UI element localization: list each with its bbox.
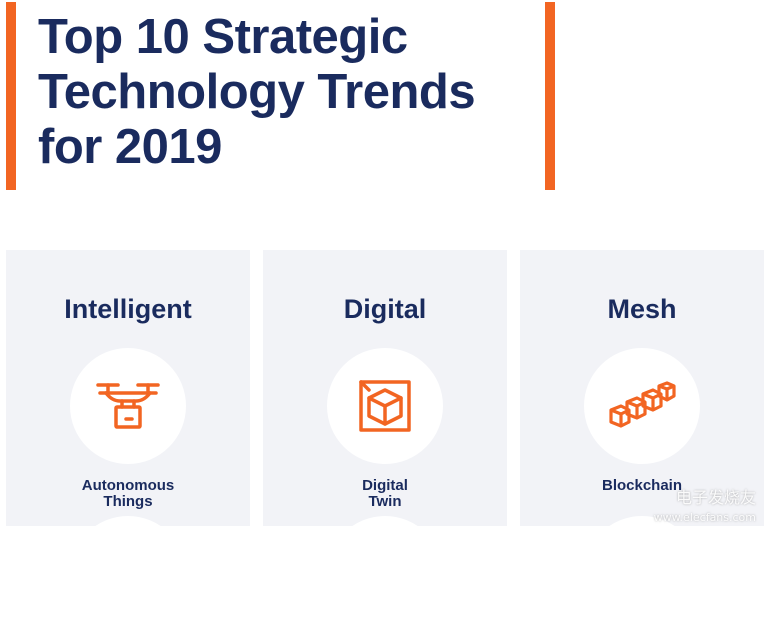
card-intelligent: Intelligent Autonomous Things (6, 250, 250, 632)
title-line-1: Top 10 Strategic (38, 10, 408, 64)
item-label: Autonomous Things (6, 478, 250, 510)
card-digital: Digital Digital Twin (263, 250, 507, 632)
item-label: Blockchain (520, 478, 764, 494)
cube-icon (359, 380, 411, 432)
icon-circle (70, 348, 186, 464)
icon-circle (327, 348, 443, 464)
item-label-line-1: Digital (362, 477, 408, 494)
item-label: Digital Twin (263, 478, 507, 510)
card-title: Mesh (607, 294, 677, 324)
card-title: Intelligent (64, 294, 192, 324)
title-line-3: for 2019 (38, 120, 222, 174)
item-label-line-1: Autonomous (81, 477, 175, 494)
item-label-line-2: Things (103, 493, 153, 510)
card-mesh: Mesh Blockchain (520, 250, 764, 632)
icon-circle-partial (70, 516, 186, 632)
watermark: 电子发烧友 (675, 488, 756, 507)
icon-circle (584, 348, 700, 464)
card-title: Digital (343, 294, 427, 324)
item-label-line-2: Twin (368, 493, 402, 510)
blockchain-icon (609, 381, 676, 428)
accent-bar-right (545, 2, 555, 190)
accent-bar-left (6, 2, 16, 190)
page-title: Top 10 Strategic Technology Trends for 2… (38, 10, 476, 175)
title-line-2: Technology Trends (38, 65, 476, 119)
icon-circle-partial (327, 516, 443, 632)
item-label-line-1: Blockchain (601, 477, 683, 494)
watermark-url: www.elecfans.com (653, 511, 756, 524)
drone-icon (96, 383, 160, 429)
icon-circle-partial (584, 516, 700, 632)
